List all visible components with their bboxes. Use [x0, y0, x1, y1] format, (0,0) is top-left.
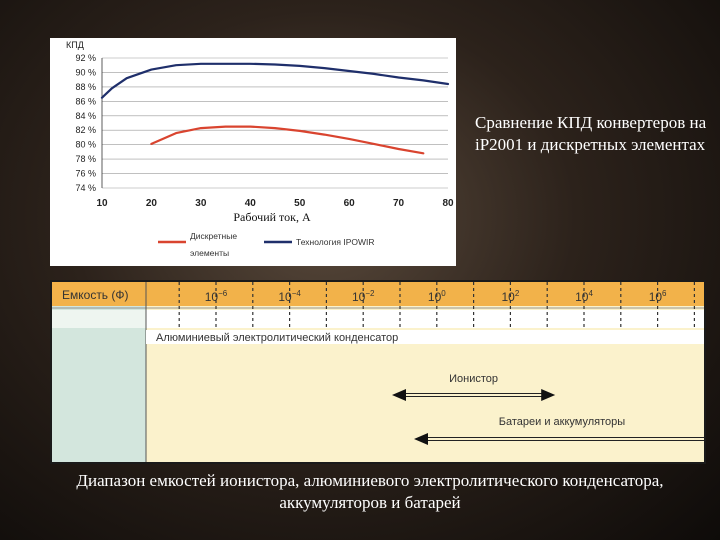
series-line-0 — [100, 62, 450, 99]
x-tick-label: 60 — [344, 198, 356, 209]
range-left-column — [52, 306, 146, 462]
x-tick-label: 20 — [146, 198, 158, 209]
decade-label: 10−4 — [278, 289, 301, 304]
decade-exponent: −2 — [365, 289, 375, 298]
capacitance-header-label: Емкость (Ф) — [62, 288, 129, 302]
legend-label-ipowir: Технология IPOWIR — [296, 237, 375, 247]
series-line-1 — [150, 125, 425, 155]
decade-base: 10 — [352, 290, 366, 304]
decade-base: 10 — [428, 290, 442, 304]
y-tick-label: 92 % — [75, 53, 96, 63]
decade-base: 10 — [575, 290, 589, 304]
y-tick-label: 90 % — [75, 67, 96, 77]
bar-arrow-left — [414, 433, 428, 445]
decade-exponent: −6 — [218, 289, 228, 298]
capacitance-range-svg: Емкость (Ф) 10−6 10−4 10−2 100 102 104 106Алюми… — [52, 282, 704, 462]
range-body — [52, 282, 704, 462]
range-strip — [146, 310, 704, 328]
decade-label: 102 — [501, 289, 519, 304]
y-tick-label: 76 % — [75, 169, 96, 179]
decade-exponent: 6 — [662, 289, 667, 298]
bar-arrow-left — [392, 389, 406, 401]
decade-exponent: 0 — [441, 289, 446, 298]
decade-base: 10 — [501, 290, 515, 304]
y-axis-title: КПД — [66, 40, 84, 50]
y-tick-label: 78 % — [75, 154, 96, 164]
bar-label-electrolytic: Алюминиевый электролитический конденсато… — [156, 332, 398, 344]
decade-label: 100 — [428, 289, 446, 304]
decade-exponent: −4 — [292, 289, 302, 298]
decade-exponent: 2 — [515, 289, 520, 298]
caption-efficiency: Сравнение КПД конвертеров на iP2001 и ди… — [475, 113, 707, 154]
decade-label: 106 — [649, 289, 667, 304]
x-tick-label: 10 — [96, 198, 108, 209]
decade-label: 10−2 — [352, 289, 375, 304]
decade-label: 104 — [575, 289, 593, 304]
bar-electrolytic-band — [146, 330, 704, 344]
legend-label-discrete: Дискретные — [190, 231, 237, 241]
efficiency-chart: КПД 74 % 76 % 78 % 80 % 82 % 84 % 86 % 88 % 90 % 9… — [50, 38, 456, 266]
bar-label-1: Ионистор — [449, 373, 498, 385]
decade-label: 10−6 — [205, 289, 228, 304]
decade-base: 10 — [649, 290, 663, 304]
bar-arrow-right — [541, 389, 556, 401]
range-header — [52, 282, 704, 306]
y-tick-label: 74 % — [75, 183, 96, 193]
x-tick-label: 40 — [245, 198, 257, 209]
y-tick-label: 82 % — [75, 125, 96, 135]
x-tick-label: 30 — [195, 198, 207, 209]
caption-capacitance: Диапазон емкостей ионистора, алюминиевог… — [76, 471, 664, 512]
decade-base: 10 — [278, 290, 292, 304]
legend-label-discrete-2: элементы — [190, 248, 229, 258]
x-tick-label: 70 — [393, 198, 405, 209]
capacitance-range-chart: Емкость (Ф) 10−6 10−4 10−2 100 102 104 106 Алюми… — [50, 280, 706, 464]
y-tick-label: 86 % — [75, 96, 96, 106]
x-tick-label: 50 — [294, 198, 306, 209]
x-axis-title: Рабочий ток, А — [233, 210, 311, 224]
y-tick-label: 84 % — [75, 111, 96, 121]
range-left-strip — [52, 310, 146, 328]
decade-exponent: 4 — [588, 289, 593, 298]
bar-label-2: Батареи и аккумуляторы — [499, 416, 625, 428]
decade-base: 10 — [205, 290, 219, 304]
x-tick-label: 80 — [442, 198, 454, 209]
y-tick-label: 88 % — [75, 82, 96, 92]
efficiency-chart-svg: КПД 74 % 76 % 78 % 80 % 82 % 84 % 86 % 88 % 90 % 9… — [66, 40, 454, 258]
y-tick-label: 80 % — [75, 140, 96, 150]
